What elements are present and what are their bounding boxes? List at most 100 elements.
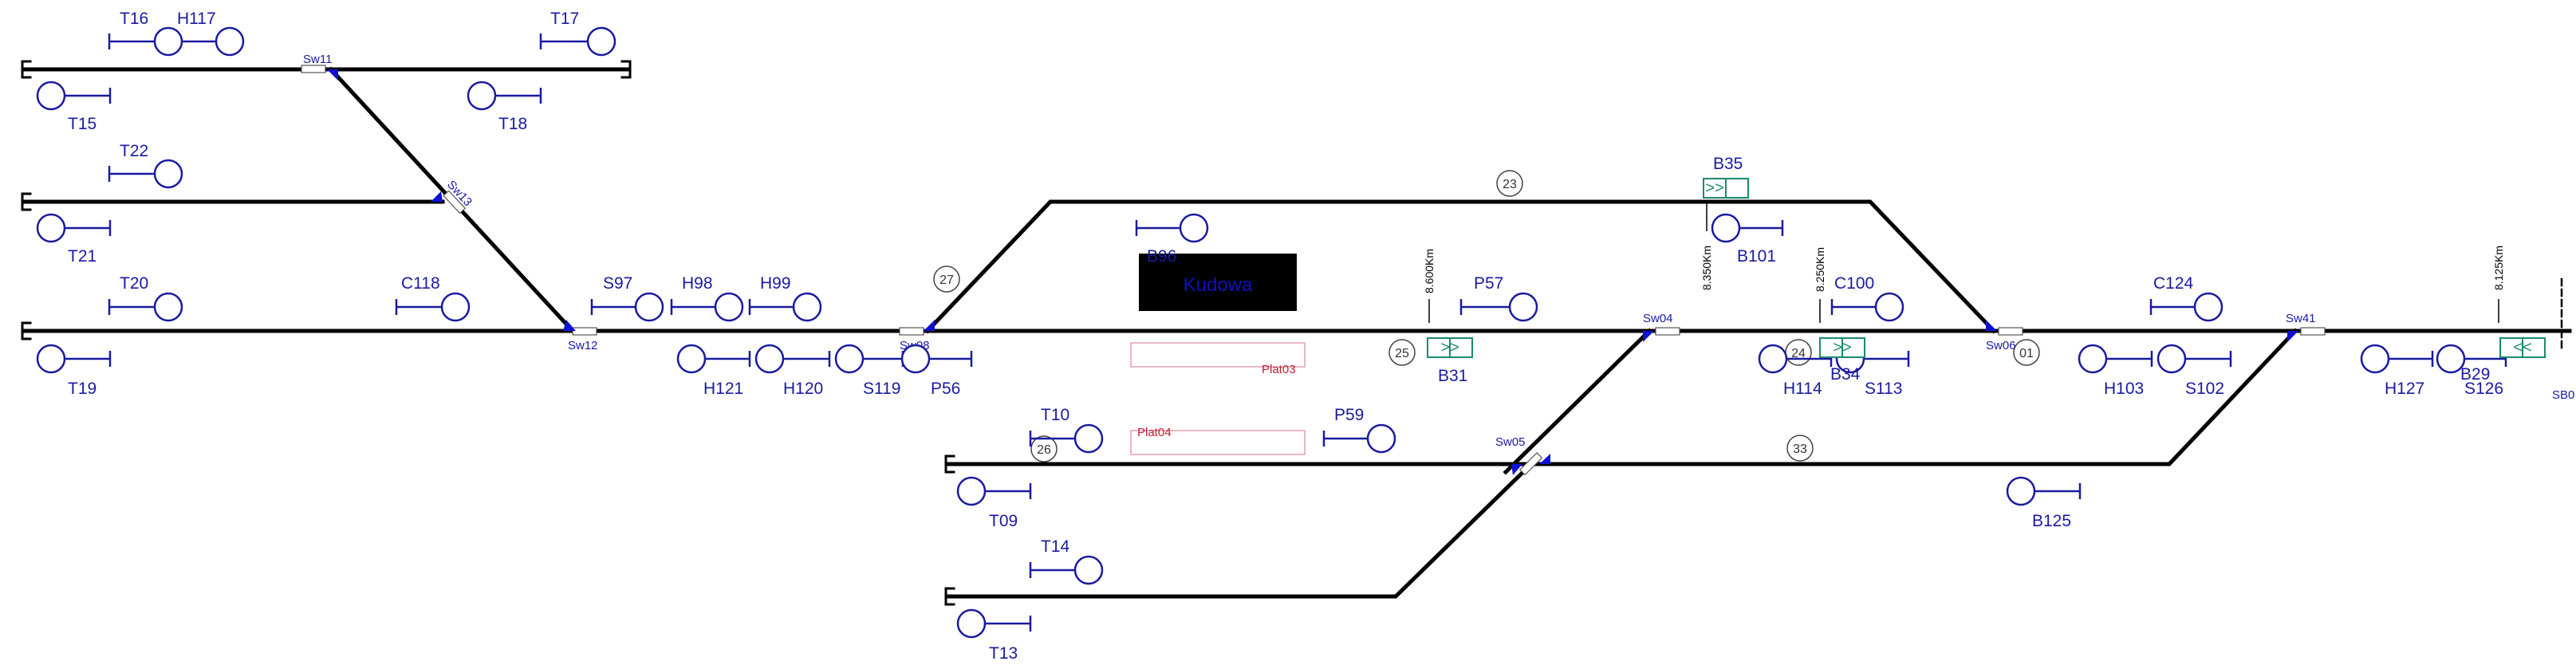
direction-indicator-b31[interactable]: >> B31 — [1427, 337, 1473, 385]
svg-text:Sw05: Sw05 — [1495, 435, 1526, 449]
signal-h98[interactable]: H98 — [670, 274, 744, 322]
svg-text:H103: H103 — [2104, 380, 2144, 398]
switch-sw41[interactable]: Sw41 — [2286, 312, 2326, 342]
signal-s97[interactable]: S97 — [590, 274, 664, 322]
svg-text:B96: B96 — [1147, 247, 1176, 266]
svg-text:B125: B125 — [2032, 512, 2071, 530]
signal-t09[interactable]: T09 — [956, 476, 1032, 530]
km-marker: 8.125Km — [2492, 246, 2505, 323]
switch-sw11[interactable]: Sw11 — [301, 53, 338, 81]
svg-text:P59: P59 — [1334, 406, 1364, 424]
svg-text:H114: H114 — [1783, 380, 1822, 398]
svg-text:S97: S97 — [603, 274, 632, 293]
signal-h99[interactable]: H99 — [748, 274, 822, 322]
svg-text:Sw06: Sw06 — [1986, 339, 2016, 352]
svg-text:8.125Km: 8.125Km — [2492, 246, 2505, 290]
signal-t10[interactable]: T10 — [1029, 406, 1104, 454]
signal-h121[interactable]: H121 — [676, 344, 751, 398]
block-circle-26[interactable]: 26 — [1030, 435, 1058, 462]
svg-text:T10: T10 — [1041, 406, 1069, 424]
svg-text:P57: P57 — [1474, 274, 1503, 293]
indicator-arrows: << — [2513, 339, 2531, 356]
signal-p56[interactable]: P56 — [900, 344, 973, 398]
svg-text:H117: H117 — [177, 10, 216, 28]
buffer-stop — [21, 321, 32, 340]
signal-t22[interactable]: T22 — [108, 142, 183, 189]
signal-b101[interactable]: B101 — [1711, 213, 1784, 266]
switch-sw04[interactable]: Sw04 — [1643, 312, 1680, 342]
signal-c124[interactable]: C124 — [2149, 274, 2223, 322]
switch-sw12[interactable]: Sw12 — [563, 320, 598, 352]
signal-t14[interactable]: T14 — [1029, 537, 1104, 585]
direction-indicator-b34[interactable]: >> B34 — [1819, 337, 1865, 384]
track-t13[interactable] — [945, 461, 1534, 599]
signal-b96[interactable]: B96 — [1135, 213, 1209, 266]
signal-t18[interactable]: T18 — [467, 81, 542, 133]
km-marker: 8.250Km — [1814, 247, 1826, 323]
station-box[interactable] — [1139, 254, 1297, 311]
svg-text:01: 01 — [2019, 347, 2034, 360]
signal-t19[interactable]: T19 — [36, 344, 112, 398]
signal-s126[interactable]: S126 — [2436, 344, 2507, 398]
signal-c100[interactable]: C100 — [1830, 274, 1904, 322]
signal-t21[interactable]: T21 — [36, 213, 112, 266]
signal-t20[interactable]: T20 — [108, 274, 183, 322]
buffer-stop — [21, 192, 32, 211]
signal-h103[interactable]: H103 — [2078, 344, 2153, 398]
svg-text:27: 27 — [939, 274, 954, 287]
signal-s102[interactable]: S102 — [2157, 344, 2232, 398]
platform-plat03[interactable] — [1130, 342, 1306, 368]
svg-text:25: 25 — [1395, 347, 1409, 360]
svg-text:8.250Km: 8.250Km — [1814, 247, 1826, 292]
direction-indicator-b29[interactable]: << B29 — [2460, 337, 2546, 384]
block-circle-01[interactable]: 01 — [2013, 339, 2040, 366]
signal-c118[interactable]: C118 — [395, 274, 471, 322]
buffer-stop — [620, 60, 632, 79]
signal-p59[interactable]: P59 — [1322, 406, 1396, 454]
svg-text:T18: T18 — [498, 115, 527, 133]
svg-text:T22: T22 — [120, 142, 148, 160]
direction-indicator-b35[interactable]: >> B35 — [1703, 155, 1749, 199]
signal-h127[interactable]: H127 — [2360, 344, 2434, 398]
signal-t13[interactable]: T13 — [956, 608, 1032, 663]
signal-t16[interactable]: T16 — [108, 10, 183, 57]
block-circle-25[interactable]: 25 — [1388, 339, 1416, 366]
block-circle-23[interactable]: 23 — [1496, 170, 1523, 197]
signal-t15[interactable]: T15 — [36, 81, 112, 133]
track-loop-upper[interactable] — [924, 199, 1997, 334]
track-loop-lower[interactable] — [945, 328, 2298, 466]
km-marker: 8.350Km — [1700, 203, 1713, 290]
svg-text:H98: H98 — [682, 274, 713, 293]
signal-t17[interactable]: T17 — [539, 10, 616, 57]
svg-text:B34: B34 — [1830, 365, 1861, 384]
svg-text:T16: T16 — [120, 10, 148, 28]
svg-text:Sw12: Sw12 — [568, 339, 598, 352]
km-marker: 8.600Km — [1423, 249, 1436, 323]
tracks — [21, 60, 2572, 606]
switch-sw05[interactable]: Sw05 — [1495, 435, 1550, 476]
signal-h114[interactable]: H114 — [1758, 344, 1833, 398]
svg-text:H127: H127 — [2385, 380, 2424, 398]
svg-text:T14: T14 — [1041, 537, 1070, 556]
svg-text:T09: T09 — [989, 512, 1018, 530]
switch-sw06[interactable]: Sw06 — [1986, 320, 2023, 352]
signal-b125[interactable]: B125 — [2006, 476, 2082, 530]
signal-h120[interactable]: H120 — [754, 344, 831, 398]
block-circle-24[interactable]: 24 — [1785, 339, 1812, 366]
svg-text:24: 24 — [1791, 347, 1806, 360]
svg-text:P56: P56 — [931, 380, 960, 398]
signal-p57[interactable]: P57 — [1459, 274, 1538, 322]
svg-text:H120: H120 — [783, 380, 823, 398]
platform-plat04[interactable] — [1130, 430, 1306, 455]
track-sw04-sw05[interactable] — [1503, 328, 1652, 475]
signal-h117[interactable]: H117 — [177, 10, 245, 57]
block-circle-27[interactable]: 27 — [933, 266, 960, 293]
signal-s119[interactable]: S119 — [834, 344, 904, 398]
svg-text:8.600Km: 8.600Km — [1423, 249, 1436, 293]
signal-label-sb0: SB0 — [2552, 388, 2574, 402]
platform-label: Plat04 — [1137, 426, 1172, 439]
block-circle-33[interactable]: 33 — [1786, 435, 1814, 462]
svg-text:B101: B101 — [1737, 247, 1776, 266]
svg-text:C124: C124 — [2153, 274, 2194, 293]
